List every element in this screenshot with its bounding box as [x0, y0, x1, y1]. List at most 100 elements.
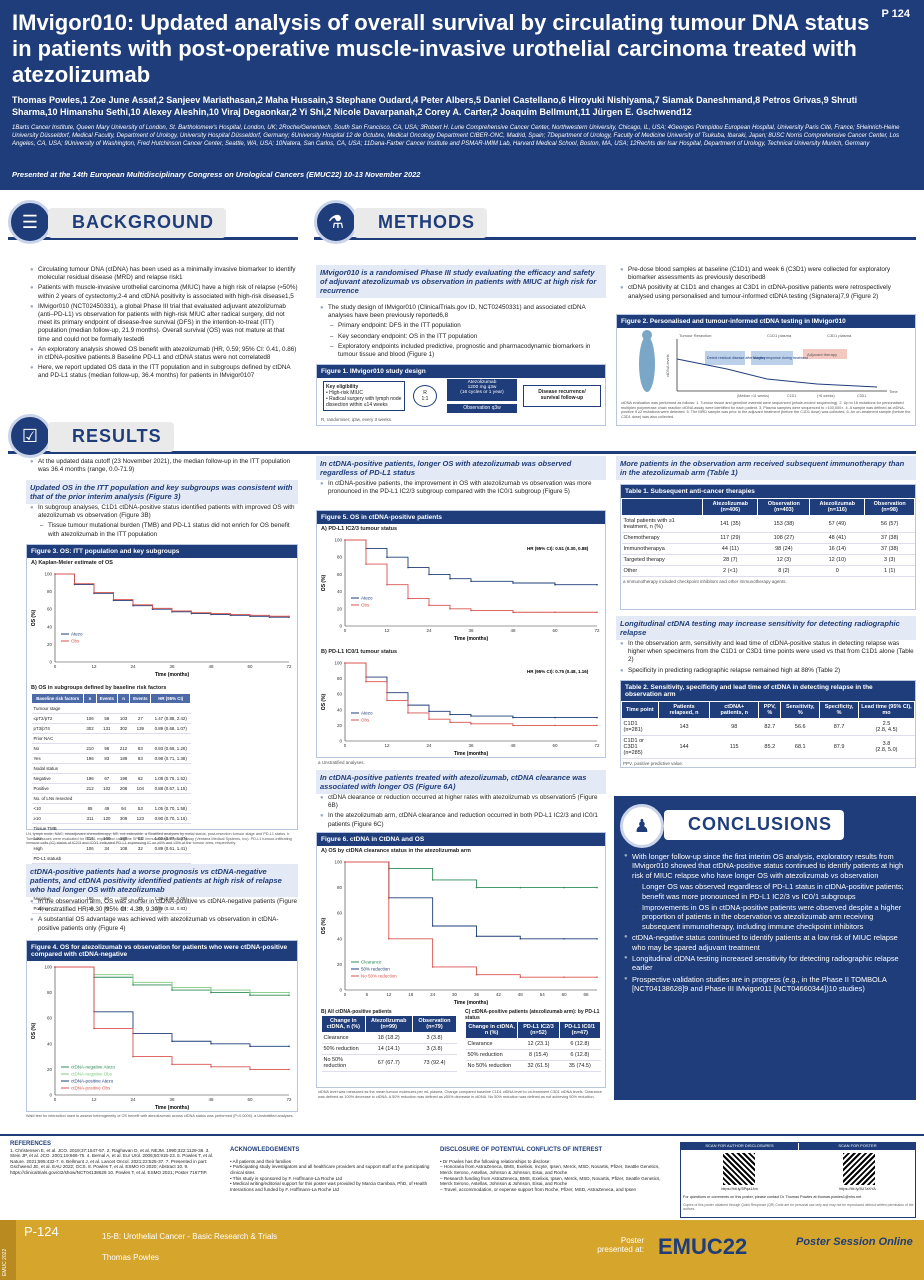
- table-header-cell: Specificity, %: [819, 701, 859, 719]
- table-cell: 102: [96, 783, 118, 794]
- results-mid-text-2: ctDNA clearance or reduction occurred at…: [320, 794, 606, 831]
- table-cell: 27: [129, 713, 151, 724]
- table-cell: 117 (29): [702, 532, 758, 544]
- table-row: C1D1 (n=281) 143 98 82.7 56.6 87.7 2.5 (2.8, 4…: [621, 718, 915, 736]
- table-1-note: a Immunotherapy included checkpoint inhi…: [623, 579, 787, 584]
- x-tick-label: 72: [286, 1097, 292, 1102]
- table-cell: [129, 853, 151, 864]
- table-cell: No 50% reduction: [321, 1054, 366, 1072]
- y-tick-label: 40: [337, 936, 343, 941]
- y-axis-label: OS (%): [321, 917, 327, 934]
- figure-1-note: R, randomiser; q3w, every 3 weeks.: [321, 417, 393, 422]
- table-header-cell: PD-L1 IC0/1 (n=47): [558, 1021, 602, 1039]
- y-tick-label: 80: [47, 589, 53, 594]
- table-cell: 1.47 (0.88, 2.42): [150, 713, 191, 724]
- table-cell: [96, 853, 118, 864]
- qr-label-poster: SCAN FOR POSTER: [799, 1143, 916, 1150]
- x-tick-label: 12: [91, 1097, 97, 1102]
- figure-6c-title: C) ctDNA-positive patients (atezolizumab…: [465, 1009, 600, 1021]
- figure-1: Figure 1. IMvigor010 study design Key el…: [316, 364, 606, 426]
- table-cell: 58: [96, 713, 118, 724]
- table-cell: 139: [129, 723, 151, 734]
- table-header-cell: [620, 498, 704, 516]
- data-point: [596, 611, 598, 614]
- methods-right-bullet: ctDNA positivity at C1D1 and changes at …: [620, 284, 916, 300]
- table-cell: 153 (38): [757, 515, 810, 533]
- figure-5a-title: A) PD-L1 IC2/3 tumour status: [321, 526, 398, 532]
- table-cell: 120: [96, 813, 118, 824]
- table-cell: 131: [96, 723, 118, 734]
- table-cell: 3 (3.8): [412, 1032, 457, 1044]
- x-tick-label: 42: [496, 992, 502, 997]
- table-header-row: Time point Patients relapsed, n ctDNA+ pat…: [621, 701, 916, 719]
- results-bullet: In the observation arm, OS was shorter i…: [30, 898, 298, 914]
- table-cell: 49: [96, 803, 118, 814]
- y-tick-label: 20: [337, 606, 343, 611]
- x-tick-label: 48: [518, 992, 524, 997]
- data-point: [386, 556, 388, 558]
- randomiser-circle: R 1:1: [413, 385, 437, 407]
- table-cell: [117, 853, 130, 864]
- qr-copy-note: Copies of this poster obtained through Q…: [683, 1203, 914, 1211]
- results-left-intro: At the updated data cutoff (23 November …: [30, 458, 298, 476]
- table-cell: 309: [117, 813, 130, 824]
- table-cell: 67 (67.7): [365, 1054, 413, 1072]
- table-cell: 63: [129, 833, 151, 844]
- table-cell: Targeted therapy: [621, 554, 703, 566]
- legend-label: Clearance: [361, 960, 382, 965]
- table-cell: 0.90 (0.70, 1.16): [150, 813, 191, 824]
- table-cell: 0: [809, 565, 865, 577]
- table-cell: 196: [83, 773, 97, 784]
- data-point: [519, 938, 522, 940]
- table-cell: 141 (35): [702, 515, 758, 533]
- data-point: [171, 986, 173, 989]
- figure-4-note: Wald test for interaction used to assess…: [26, 1114, 294, 1118]
- table-cell: Other: [621, 565, 703, 577]
- table-cell: Tissue TMB: [31, 823, 84, 834]
- table-cell: 0.89 (0.61, 1.41): [150, 843, 191, 854]
- table-cell: [129, 703, 151, 714]
- table-cell: [129, 823, 151, 834]
- data-point: [428, 710, 430, 713]
- data-point: [190, 611, 193, 614]
- table-cell: 73 (92.4): [412, 1054, 457, 1072]
- data-point: [93, 1027, 95, 1030]
- y-axis-label: OS (%): [31, 609, 37, 626]
- conclusion-bullet: Longitudinal ctDNA testing increased sen…: [624, 954, 910, 973]
- data-point: [288, 615, 290, 618]
- data-point: [365, 563, 367, 565]
- qr-code-icon[interactable]: [723, 1153, 755, 1185]
- figure-5: Figure 5. OS in ctDNA-positive patients …: [316, 510, 606, 758]
- x-tick-label: 12: [384, 743, 390, 748]
- label-detect-residual: Detect residual disease after surgery: [707, 356, 766, 360]
- qr-code-icon[interactable]: [843, 1153, 875, 1185]
- table-header-cell: Patients relapsed, n: [657, 701, 711, 719]
- table-cell: [150, 733, 191, 744]
- table-header-cell: Events: [129, 693, 152, 704]
- results-sub-2: ctDNA-positive patients had a worse prog…: [26, 864, 298, 897]
- table-cell: 196: [83, 753, 97, 764]
- data-point: [563, 886, 565, 889]
- table-row: No 50% reduction 32 (61.5) 35 (74.5): [465, 1060, 601, 1072]
- table-cell: [150, 793, 191, 804]
- results-right-text: In the observation arm, sensitivity and …: [620, 640, 916, 677]
- table-cell: 100: [96, 833, 118, 844]
- y-axis-label: OS (%): [321, 574, 327, 591]
- qr-panel: SCAN FOR AUTHOR DISCLOSURES SCAN FOR POS…: [680, 1142, 916, 1218]
- table-cell: 3.8 (2.8, 5.0): [858, 735, 915, 759]
- table-cell: 106: [83, 713, 97, 724]
- figure-5-title: Figure 5. OS in ctDNA-positive patients: [317, 511, 605, 524]
- table-cell: [117, 733, 130, 744]
- table-cell: High: [31, 843, 84, 854]
- qr-url-disclosures[interactable]: https://bit.ly/3Pqa14m: [721, 1187, 758, 1191]
- methods-sub-bullet: Key secondary endpoint: OS in the ITT po…: [330, 333, 606, 341]
- poster-title: IMvigor010: Updated analysis of overall …: [12, 10, 870, 87]
- figure-2-note: ctDNA evaluation was performed as follow…: [621, 401, 911, 419]
- series-line: [345, 861, 597, 940]
- figure-3a-title: A) Kaplan-Meier estimate of OS: [31, 560, 113, 566]
- y-tick-label: 80: [337, 885, 343, 890]
- qr-url-poster[interactable]: https://bit.ly/3U7aXYA: [839, 1187, 876, 1191]
- conclusion-sub-bullet: Improvements in OS in ctDNA-positive pat…: [634, 903, 910, 931]
- table-row: Clearance 12 (23.1) 6 (12.8): [465, 1038, 601, 1050]
- table-cell: [117, 763, 130, 774]
